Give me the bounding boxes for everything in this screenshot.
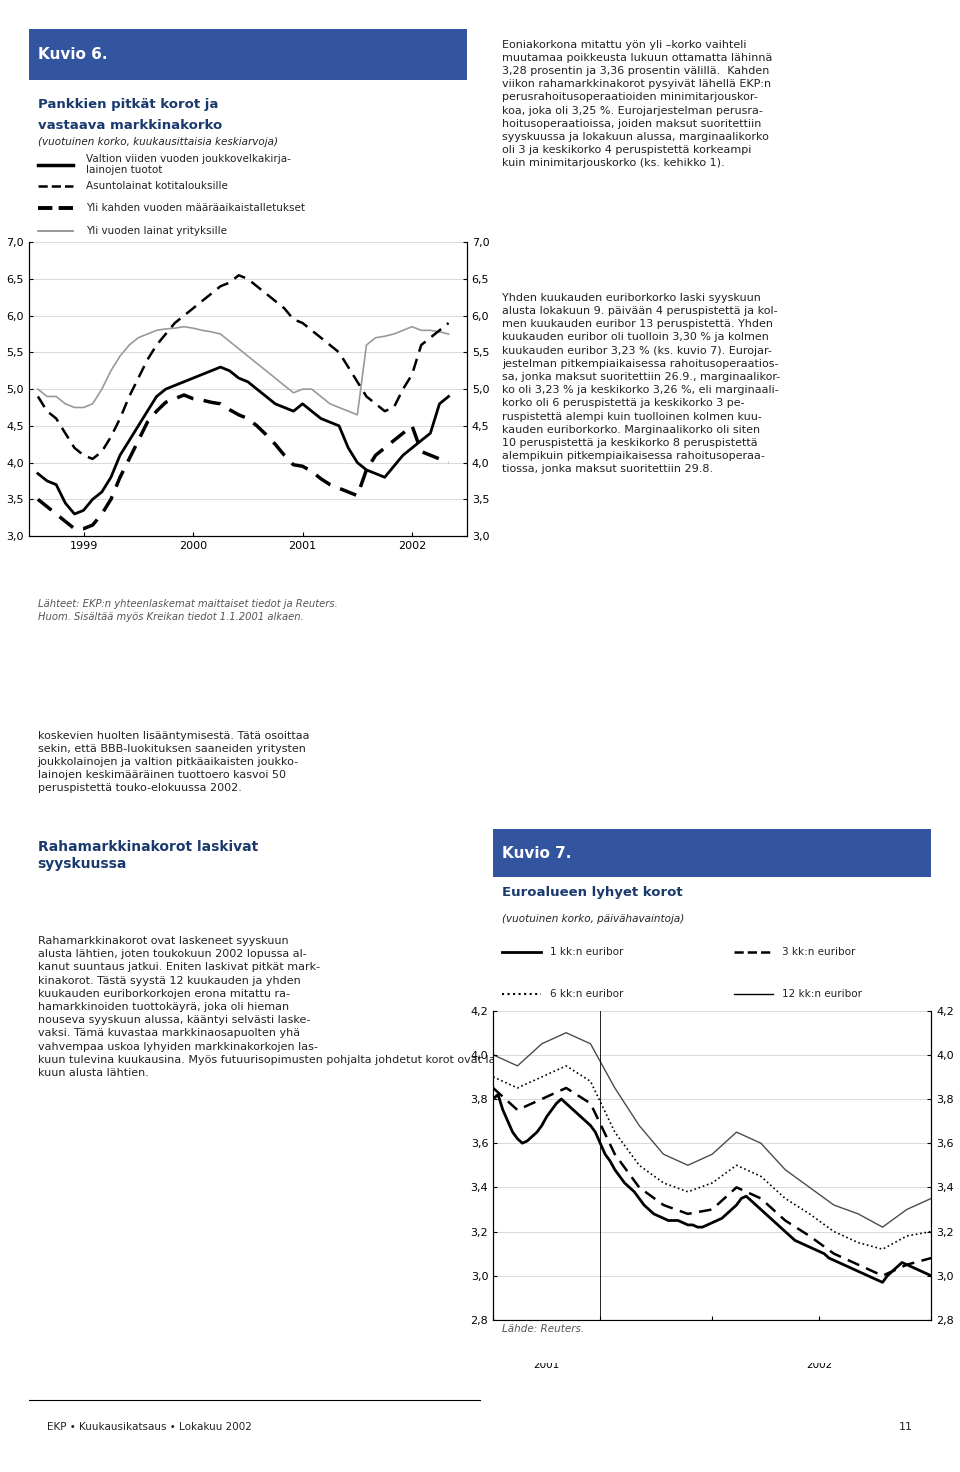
Text: Yhden kuukauden euriborkorko laski syyskuun
alusta lokakuun 9. päivään 4 peruspi: Yhden kuukauden euriborkorko laski syysk…: [502, 293, 780, 474]
Text: Rahamarkkinakorot laskivat
syyskuussa: Rahamarkkinakorot laskivat syyskuussa: [37, 841, 258, 871]
Text: (vuotuinen korko, kuukausittaisia keskiarvoja): (vuotuinen korko, kuukausittaisia keskia…: [37, 137, 277, 147]
Text: Yli vuoden lainat yrityksille: Yli vuoden lainat yrityksille: [85, 227, 227, 237]
Text: Pankkien pitkät korot ja: Pankkien pitkät korot ja: [37, 97, 218, 110]
Text: Asuntolainat kotitalouksille: Asuntolainat kotitalouksille: [85, 181, 228, 191]
Text: 12 kk:n euribor: 12 kk:n euribor: [782, 989, 862, 999]
Text: III: III: [868, 1338, 877, 1347]
Text: 2001: 2001: [534, 1360, 560, 1369]
Text: Lähteet: EKP:n yhteenlaskemat maittaiset tiedot ja Reuters.
Huom. Sisältää myös : Lähteet: EKP:n yhteenlaskemat maittaiset…: [37, 599, 337, 621]
Text: Yli kahden vuoden määräaikaistalletukset: Yli kahden vuoden määräaikaistalletukset: [85, 203, 304, 212]
Text: 3 kk:n euribor: 3 kk:n euribor: [782, 948, 855, 957]
Text: Euroalueen lyhyet korot: Euroalueen lyhyet korot: [502, 886, 683, 899]
Text: (vuotuinen korko, päivähavaintoja): (vuotuinen korko, päivähavaintoja): [502, 914, 684, 924]
Text: Kuvio 6.: Kuvio 6.: [37, 47, 108, 62]
Text: koskevien huolten lisääntymisestä. Tätä osoittaa
sekin, että BBB-luokituksen saa: koskevien huolten lisääntymisestä. Tätä …: [37, 730, 309, 793]
Text: IV: IV: [541, 1338, 552, 1347]
Text: 11: 11: [900, 1422, 913, 1432]
Text: Valtion viiden vuoden joukkovelkakirja-
lainojen tuotot: Valtion viiden vuoden joukkovelkakirja- …: [85, 155, 291, 175]
Text: 2002: 2002: [806, 1360, 832, 1369]
Text: I: I: [652, 1338, 656, 1347]
Text: EKP • Kuukausikatsaus • Lokakuu 2002: EKP • Kuukausikatsaus • Lokakuu 2002: [47, 1422, 252, 1432]
Text: Lähde: Reuters.: Lähde: Reuters.: [502, 1325, 584, 1334]
Text: II: II: [762, 1338, 769, 1347]
Text: Rahamarkkinakorot ovat laskeneet syyskuun
alusta lähtien, joten toukokuun 2002 l: Rahamarkkinakorot ovat laskeneet syyskuu…: [37, 936, 564, 1078]
Text: Eoniakorkona mitattu yön yli –korko vaihteli
muutamaa poikkeusta lukuun ottamatt: Eoniakorkona mitattu yön yli –korko vaih…: [502, 40, 772, 168]
Text: 1 kk:n euribor: 1 kk:n euribor: [550, 948, 623, 957]
Text: 6 kk:n euribor: 6 kk:n euribor: [550, 989, 623, 999]
Text: Kuvio 7.: Kuvio 7.: [502, 846, 571, 861]
Text: vastaava markkinakorko: vastaava markkinakorko: [37, 119, 222, 132]
